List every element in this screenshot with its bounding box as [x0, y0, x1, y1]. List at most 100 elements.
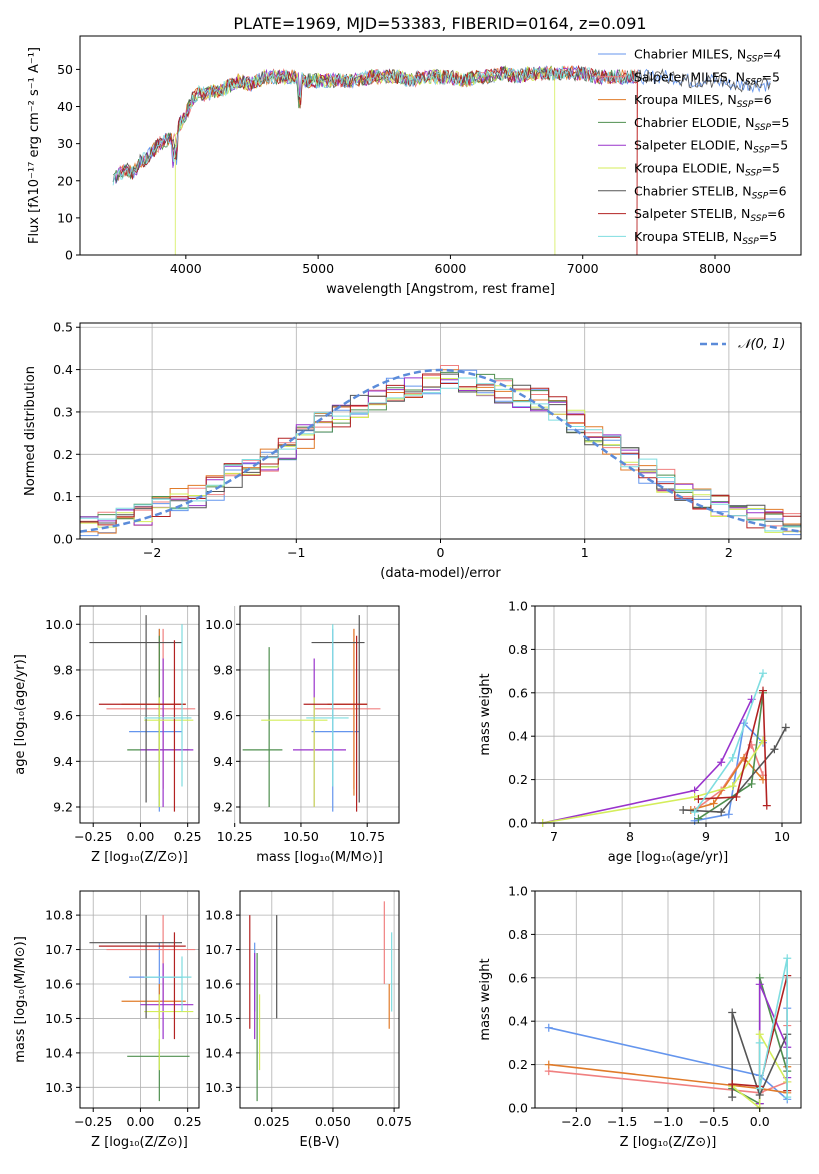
x-tick-label: 8 — [626, 829, 634, 844]
spectrum-series-4 — [115, 66, 636, 184]
y-tick-label: 10.8 — [45, 908, 73, 923]
y-tick-label: 0.4 — [53, 362, 73, 377]
y-tick-label: 0.4 — [508, 1014, 528, 1029]
axes-frame — [534, 890, 802, 1109]
histogram-7 — [79, 373, 801, 539]
plot-area-age_vs_Z — [89, 615, 196, 812]
y-tick-label: 0.2 — [508, 1057, 528, 1072]
x-tick-label: 0.00 — [127, 829, 155, 844]
plot-area-residuals — [79, 365, 802, 539]
y-tick-label: 0.8 — [508, 642, 528, 657]
y-tick-label: 10.6 — [205, 977, 233, 992]
x-tick-label: −2 — [143, 545, 161, 560]
weight-marker — [728, 1093, 737, 1102]
weight-series-5 — [542, 740, 764, 824]
y-tick-label: 0.3 — [53, 404, 73, 419]
x-axis-label: age [log₁₀(age/yr)] — [608, 850, 729, 865]
axes-frame — [534, 605, 802, 824]
errorbar-point-3 — [127, 1039, 190, 1102]
plot-area-age_vs_mass — [242, 615, 381, 812]
errorbar-point-2 — [121, 628, 186, 796]
x-tick-label: 0.25 — [174, 829, 202, 844]
plot-area-mass_vs_Z — [89, 915, 196, 1102]
x-tick-label: −1.5 — [607, 1114, 637, 1129]
x-tick-label: 2 — [725, 545, 733, 560]
errorbar-point-3 — [242, 647, 283, 808]
weight-series-8 — [693, 673, 764, 813]
errorbar-point-5 — [144, 697, 194, 808]
y-tick-label: 9.6 — [213, 708, 233, 723]
y-axis-label: Flux [fλ10⁻¹⁷ erg cm⁻² s⁻¹ A⁻¹] — [27, 47, 42, 244]
axes-frame — [239, 605, 400, 824]
panel-age_vs_mass: 10.25 10.50 10.75 9.2 9.4 9.6 9.8 10.0 mass [log… — [205, 605, 400, 865]
axes-frame — [79, 605, 200, 824]
x-tick-label: 10.75 — [349, 829, 385, 844]
y-axis-label: mass weight — [478, 958, 493, 1040]
weight-marker — [755, 1084, 764, 1093]
x-tick-label: 9 — [702, 829, 710, 844]
x-tick-label: 10 — [774, 829, 790, 844]
y-tick-label: 0.1 — [53, 489, 73, 504]
weight-marker — [694, 795, 703, 804]
y-tick-label: 9.4 — [53, 754, 73, 769]
axes-frame — [79, 322, 802, 540]
y-tick-label: 10.0 — [45, 617, 73, 632]
histogram-8 — [79, 377, 801, 539]
weight-marker — [728, 753, 737, 762]
y-tick-label: 10.3 — [205, 1080, 233, 1095]
errorbar-point-6 — [311, 615, 365, 803]
legend-entry: Salpeter MILES, NSSP=5 — [634, 69, 780, 87]
x-tick-label: 0.0 — [750, 1114, 770, 1129]
y-tick-label: 30 — [57, 136, 73, 151]
axes-frame — [239, 890, 400, 1109]
weight-marker — [728, 1080, 737, 1089]
weight-marker — [759, 669, 767, 678]
weight-marker — [747, 779, 756, 788]
errorbar-point-7 — [98, 932, 186, 1040]
weight-marker — [690, 792, 699, 801]
x-tick-label: 6000 — [435, 261, 467, 276]
y-tick-label: 9.2 — [53, 800, 73, 815]
y-tick-label: 40 — [57, 99, 73, 114]
x-tick-label: 0.00 — [127, 1114, 155, 1129]
weight-marker — [679, 805, 688, 814]
weight-marker — [717, 808, 726, 817]
weight-marker — [759, 686, 767, 695]
figure-title: PLATE=1969, MJD=53383, FIBERID=0164, z=0… — [233, 14, 646, 33]
x-tick-label: −1.0 — [653, 1114, 683, 1129]
y-axis-label: age [log₁₀(age/yr)] — [13, 654, 28, 775]
y-tick-label: 9.8 — [53, 662, 73, 677]
weight-marker — [544, 1060, 553, 1069]
weight-marker — [781, 723, 790, 732]
errorbar-point-1 — [314, 628, 381, 789]
panel-spectrum: 4000 5000 6000 7000 8000 0 10 20 30 40 50 wavelengt… — [27, 35, 802, 297]
x-tick-label: 10.50 — [283, 829, 319, 844]
x-axis-label: Z [log₁₀(Z/Z⊙)] — [620, 1135, 717, 1150]
plot-area-spectrum — [112, 64, 771, 255]
y-tick-label: 0.4 — [508, 729, 528, 744]
y-tick-label: 10.5 — [45, 1011, 73, 1026]
errorbar-point-5 — [261, 697, 328, 808]
axes-frame — [79, 35, 802, 256]
legend-entry: 𝒩(0, 1) — [738, 337, 785, 352]
axes-frame — [79, 890, 200, 1109]
errorbar-point-3 — [127, 635, 190, 808]
weight-marker — [690, 816, 699, 825]
weight-marker — [728, 1008, 737, 1017]
panel-mass_vs_EBV: 0.025 0.050 0.075 10.3 10.4 10.5 10.6 10.7 10.8 E… — [205, 890, 412, 1150]
y-tick-label: 0.2 — [508, 772, 528, 787]
y-tick-label: 1.0 — [508, 599, 528, 614]
x-tick-label: 7 — [550, 829, 558, 844]
panel-age_vs_Z: −0.25 0.00 0.25 9.2 9.4 9.6 9.8 10.0 Z [log₁₀(Z/… — [13, 605, 202, 865]
y-tick-label: 20 — [57, 173, 73, 188]
x-tick-label: 0 — [437, 545, 445, 560]
weight-series-8 — [758, 958, 788, 1098]
y-tick-label: 10.0 — [205, 617, 233, 632]
plot-area-mass_vs_EBV — [249, 901, 393, 1102]
weight-marker — [728, 782, 737, 791]
errorbar-point-8 — [306, 624, 349, 787]
x-axis-label: wavelength [Angstrom, rest frame] — [326, 282, 555, 297]
weight-marker — [709, 799, 718, 808]
y-tick-label: 10.3 — [45, 1080, 73, 1095]
